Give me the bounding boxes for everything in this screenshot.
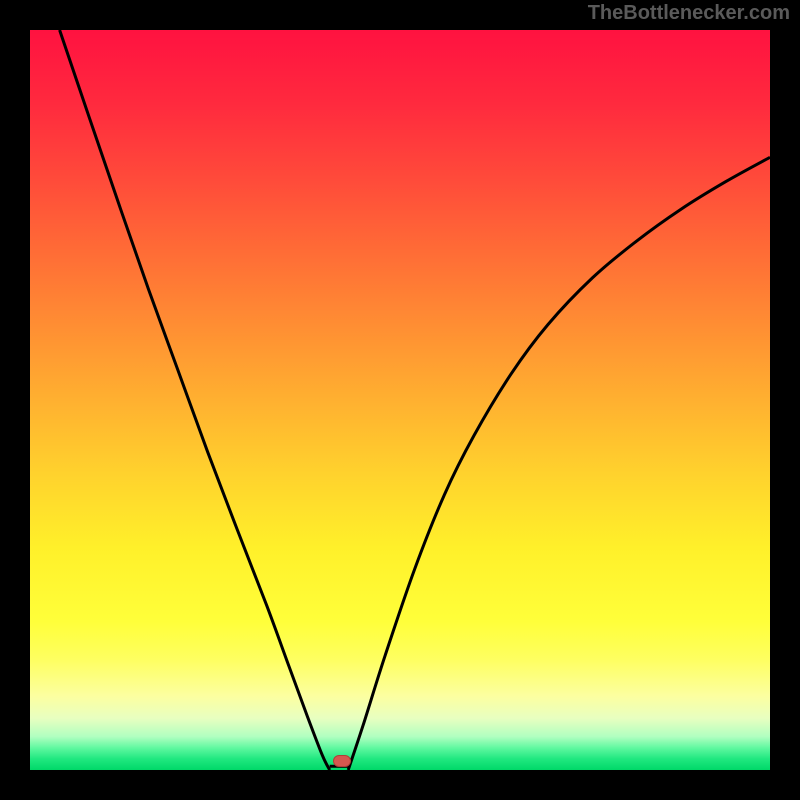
curve-svg <box>30 30 770 770</box>
chart-container: TheBottlenecker.com <box>0 0 800 800</box>
plot-area <box>30 30 770 770</box>
curve-right-branch <box>348 157 770 770</box>
bottleneck-marker <box>333 755 351 767</box>
curve-left-branch <box>60 30 330 770</box>
watermark-text: TheBottlenecker.com <box>588 2 790 25</box>
